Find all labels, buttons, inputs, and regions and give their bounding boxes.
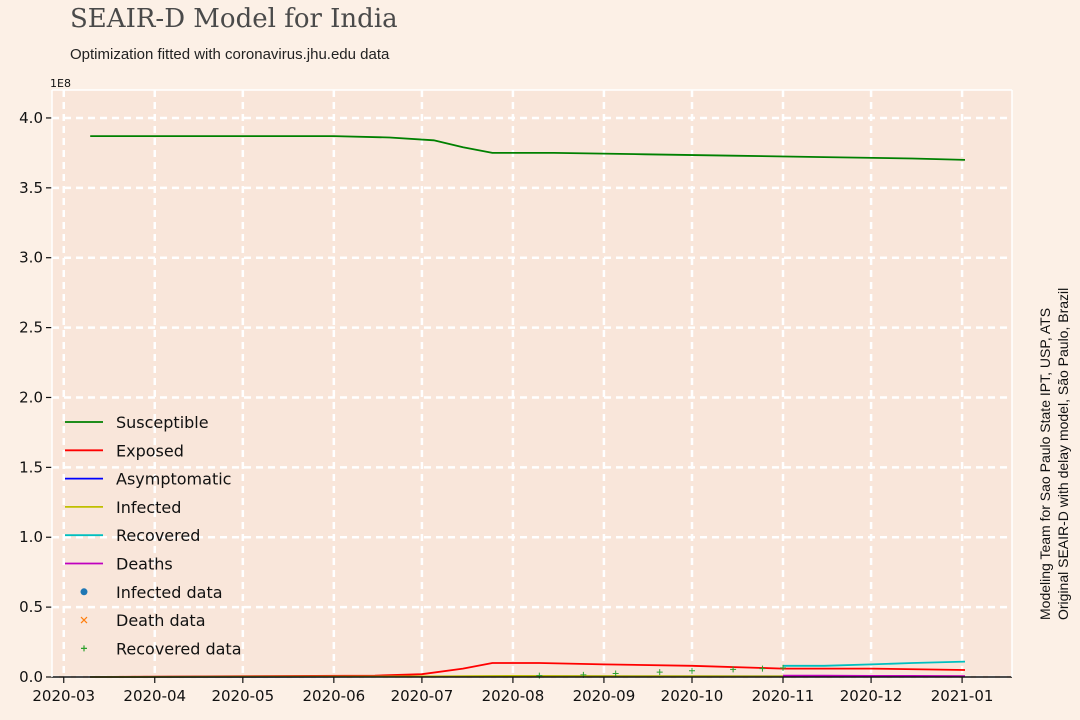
legend-swatch-death-data bbox=[80, 616, 88, 624]
legend-label-infected: Infected bbox=[116, 498, 181, 517]
data-point-recovered-data bbox=[780, 664, 787, 671]
series-line-susceptible bbox=[90, 135, 966, 161]
page-title: SEAIR-D Model for India bbox=[70, 4, 398, 34]
data-point-recovered-data bbox=[689, 667, 695, 674]
legend: Susceptible Exposed Asymptomatic Infected Re… bbox=[65, 413, 242, 658]
legend-label-deaths: Deaths bbox=[116, 555, 173, 574]
legend-swatch-infected-data bbox=[80, 588, 88, 596]
legend-label-exposed: Exposed bbox=[116, 441, 184, 460]
x-tick-label: 2020-03 bbox=[32, 687, 95, 705]
y-tick-label: 0.5 bbox=[19, 598, 43, 616]
x-tick-label: 2020-09 bbox=[573, 687, 636, 705]
x-tick-label: 2020-04 bbox=[123, 687, 186, 705]
x-tick-label: 2020-12 bbox=[840, 687, 903, 705]
series-line-exposed bbox=[90, 662, 966, 678]
legend-label-infected-data: Infected data bbox=[116, 583, 223, 602]
y-tick-label: 1.0 bbox=[19, 528, 43, 546]
x-tick-label: 2020-08 bbox=[482, 687, 545, 705]
x-tick-label: 2020-05 bbox=[211, 687, 274, 705]
legend-label-death-data: Death data bbox=[116, 611, 206, 630]
legend-label-recovered: Recovered bbox=[116, 526, 200, 545]
series-line-recovered bbox=[783, 660, 966, 667]
y-tick-label: 1.5 bbox=[19, 458, 43, 476]
data-point-recovered-data bbox=[730, 666, 737, 673]
legend-label-recovered-data: Recovered data bbox=[116, 639, 242, 658]
y-tick-label: 0.0 bbox=[19, 668, 43, 686]
data-point-recovered-data bbox=[759, 665, 766, 672]
legend-swatch-recovered-data bbox=[81, 645, 87, 652]
y-tick-label: 3.0 bbox=[19, 249, 43, 267]
series-line-deaths bbox=[783, 674, 966, 678]
y-tick-label: 3.5 bbox=[19, 179, 43, 197]
axes: 0.0 0.5 1.0 1.5 2.0 2.5 3.0 3.5 4.0 2020-03 2020-0… bbox=[19, 89, 1013, 705]
page-subtitle: Optimization fitted with coronavirus.jhu… bbox=[70, 46, 390, 63]
x-tick-label: 2020-06 bbox=[302, 687, 365, 705]
x-tick-label: 2020-07 bbox=[391, 687, 454, 705]
data-point-recovered-data bbox=[612, 670, 619, 677]
grid bbox=[52, 90, 1012, 679]
data-point-recovered-data bbox=[656, 669, 663, 676]
legend-label-susceptible: Susceptible bbox=[116, 413, 209, 432]
y-tick-label: 4.0 bbox=[19, 109, 43, 127]
y-tick-label: 2.5 bbox=[19, 319, 43, 337]
x-tick-label: 2021-01 bbox=[931, 687, 994, 705]
x-tick-label: 2020-10 bbox=[661, 687, 724, 705]
y-multiplier-label: 1E8 bbox=[50, 77, 71, 90]
legend-label-asymptomatic: Asymptomatic bbox=[116, 470, 231, 489]
y-tick-label: 2.0 bbox=[19, 388, 43, 406]
x-tick-label: 2020-11 bbox=[752, 687, 815, 705]
